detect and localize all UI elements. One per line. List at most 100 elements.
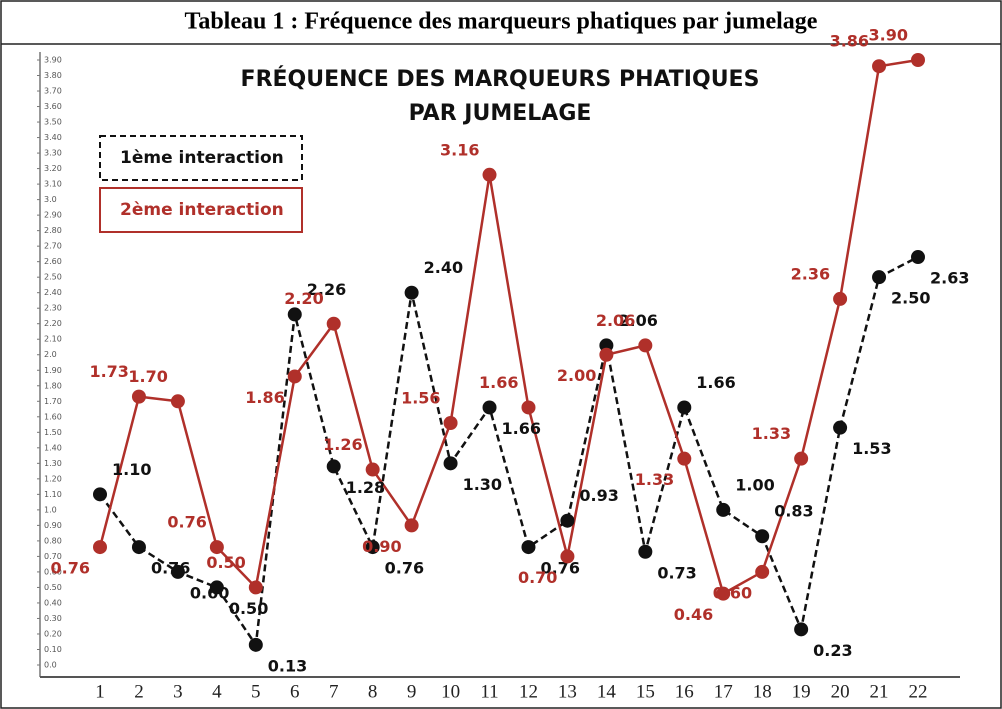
point (170, 564, 185, 579)
data-label: 0.83 (774, 502, 813, 521)
point (833, 291, 848, 306)
y-tick-label: 3.90 (44, 56, 62, 65)
y-tick-label: 0.70 (44, 552, 62, 561)
data-label: 1.70 (128, 367, 167, 386)
series-line (98, 58, 919, 596)
data-label: 1.33 (752, 424, 791, 443)
point (833, 420, 848, 435)
y-tick-label: 1.30 (44, 459, 62, 468)
data-label: 1.10 (112, 460, 151, 479)
y-tick-label: 3.40 (44, 133, 62, 142)
data-label: 0.90 (362, 537, 401, 556)
x-tick-label: 21 (870, 681, 889, 702)
data-label: 1.53 (852, 439, 891, 458)
x-tick-label: 8 (368, 681, 378, 702)
y-tick-label: 3.0 (44, 195, 57, 204)
data-label: 0.76 (167, 513, 206, 532)
point (716, 586, 731, 601)
data-label: 2.63 (930, 269, 969, 288)
data-label: 0.50 (229, 599, 268, 618)
y-tick-label: 0.90 (44, 521, 62, 530)
point (755, 564, 770, 579)
legend-label: 2ème interaction (120, 200, 284, 220)
y-tick-label: 0.10 (44, 645, 62, 654)
x-tick-label: 2 (134, 681, 144, 702)
legend-box (99, 135, 303, 181)
y-tick-label: 0.20 (44, 629, 62, 638)
y-tick-label: 1.90 (44, 366, 62, 375)
point (365, 540, 380, 555)
point (93, 487, 107, 502)
point (170, 394, 185, 409)
point (326, 459, 341, 474)
data-label: 1.28 (346, 478, 385, 497)
data-label: 2.06 (596, 311, 635, 330)
point (326, 316, 341, 331)
x-tick-label: 22 (909, 681, 928, 702)
data-label: 0.76 (540, 559, 579, 578)
x-tick-label: 13 (558, 681, 577, 702)
y-tick-label: 1.10 (44, 490, 62, 499)
point (872, 59, 887, 74)
y-tick-label: 2.50 (44, 273, 62, 282)
data-label: 2.26 (307, 280, 346, 299)
data-label: 0.60 (713, 583, 752, 602)
y-tick-label: 1.60 (44, 412, 62, 421)
data-label: 0.46 (674, 605, 713, 624)
point (482, 167, 497, 182)
table-title: Tableau 1 : Fréquence des marqueurs phat… (185, 9, 818, 35)
y-tick-label: 0.80 (44, 536, 62, 545)
x-tick-label: 7 (329, 681, 339, 702)
x-tick-label: 11 (480, 681, 498, 702)
point (911, 250, 925, 265)
y-tick-label: 2.20 (44, 319, 62, 328)
x-tick-label: 4 (212, 681, 222, 702)
data-label: 0.76 (151, 559, 190, 578)
point (911, 53, 925, 67)
data-label: 1.33 (635, 470, 674, 489)
x-tick-label: 5 (251, 681, 261, 702)
point (131, 540, 146, 555)
point (93, 540, 107, 555)
point (287, 307, 302, 322)
x-tick-label: 14 (597, 681, 617, 702)
y-tick-label: 1.70 (44, 397, 62, 406)
point (482, 400, 497, 415)
data-label: 0.70 (518, 568, 557, 587)
y-tick-label: 1.0 (44, 505, 57, 514)
data-label: 1.00 (735, 475, 774, 494)
point (404, 285, 419, 300)
y-tick-label: 3.10 (44, 180, 62, 189)
data-label: 2.20 (284, 289, 323, 308)
point (794, 622, 809, 637)
point (716, 502, 731, 517)
point (755, 529, 770, 544)
y-tick-label: 3.20 (44, 164, 62, 173)
x-tick-label: 3 (173, 681, 183, 702)
y-tick-label: 3.70 (44, 87, 62, 96)
point (404, 518, 419, 533)
chart-title: PAR JUMELAGE (409, 101, 592, 126)
data-label: 0.76 (385, 559, 424, 578)
y-tick-label: 1.50 (44, 428, 62, 437)
x-tick-label: 18 (753, 681, 772, 702)
y-tick-label: 3.50 (44, 118, 62, 127)
x-tick-label: 1 (95, 681, 105, 702)
point (443, 456, 458, 471)
point (794, 451, 809, 466)
y-tick-label: 0.50 (44, 583, 62, 592)
x-tick-label: 9 (407, 681, 417, 702)
point (677, 451, 692, 466)
data-label: 0.76 (51, 559, 90, 578)
data-label: 1.26 (323, 435, 362, 454)
point (599, 347, 614, 362)
legend-box (99, 187, 303, 233)
data-label: 1.66 (696, 373, 735, 392)
data-label: 1.56 (401, 389, 440, 408)
point (209, 580, 224, 595)
point (560, 513, 575, 528)
point (521, 400, 536, 415)
data-label: 1.86 (245, 388, 284, 407)
data-label: 2.50 (891, 289, 930, 308)
